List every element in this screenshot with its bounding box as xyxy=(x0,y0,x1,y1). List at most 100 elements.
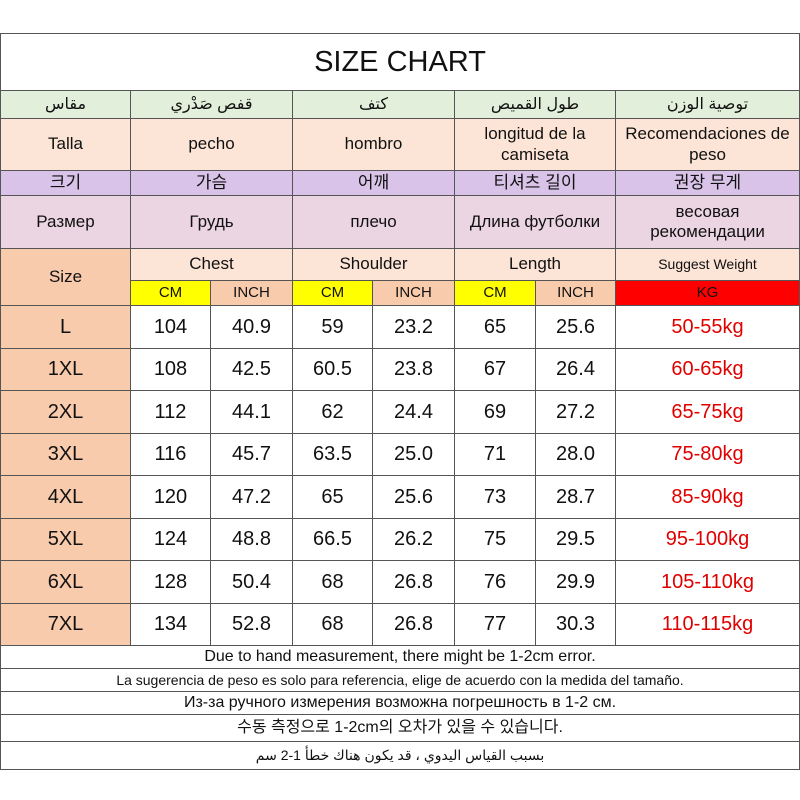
translation-cell: Talla xyxy=(0,118,131,171)
note: Из-за ручного измерения возможна погрешн… xyxy=(0,691,800,715)
translation-cell: pecho xyxy=(130,118,293,171)
measure-cell: 66.5 xyxy=(292,517,373,561)
note: بسبب القياس اليدوي ، قد يكون هناك خطأ 1-… xyxy=(0,741,800,770)
translation-cell: Длина футболки xyxy=(454,195,616,249)
measure-cell: 62 xyxy=(292,390,373,434)
size-cell: 2XL xyxy=(0,390,131,434)
weight-cell: 110-115kg xyxy=(614,602,800,646)
measure-cell: 59 xyxy=(292,305,373,349)
unit-header: CM xyxy=(454,280,536,306)
measure-cell: 28.0 xyxy=(535,432,616,476)
weight-cell: 75-80kg xyxy=(614,432,800,476)
measure-cell: 29.5 xyxy=(535,517,616,561)
translation-cell: 어깨 xyxy=(292,170,455,196)
measure-cell: 26.8 xyxy=(372,602,455,646)
weight-cell: 65-75kg xyxy=(614,390,800,434)
unit-header: CM xyxy=(292,280,373,306)
group-header: Shoulder xyxy=(292,248,455,281)
measure-cell: 23.2 xyxy=(372,305,455,349)
measure-cell: 25.6 xyxy=(372,475,455,519)
unit-header: INCH xyxy=(535,280,616,306)
measure-cell: 52.8 xyxy=(210,602,293,646)
measure-cell: 40.9 xyxy=(210,305,293,349)
measure-cell: 60.5 xyxy=(292,347,373,391)
translation-cell: hombro xyxy=(292,118,455,171)
measure-cell: 65 xyxy=(292,475,373,519)
size-cell: 6XL xyxy=(0,560,131,604)
table-row: 4XL 120 47.2 65 25.6 73 28.7 85-90kg xyxy=(0,475,800,519)
measure-cell: 124 xyxy=(130,517,211,561)
translation-cell: قفص صَدْري xyxy=(130,90,293,119)
size-cell: 5XL xyxy=(0,517,131,561)
measure-cell: 68 xyxy=(292,560,373,604)
size-cell: 1XL xyxy=(0,347,131,391)
measure-cell: 77 xyxy=(454,602,536,646)
note: La sugerencia de peso es solo para refer… xyxy=(0,668,800,692)
size-cell: L xyxy=(0,305,131,349)
translation-cell: Грудь xyxy=(130,195,293,249)
measure-cell: 68 xyxy=(292,602,373,646)
translation-cell: كتف xyxy=(292,90,455,119)
unit-header: INCH xyxy=(372,280,455,306)
unit-header: INCH xyxy=(210,280,293,306)
table-row: 6XL 128 50.4 68 26.8 76 29.9 105-110kg xyxy=(0,560,800,604)
size-table: SIZE CHART مقاس قفص صَدْري كتف طول القميص توص… xyxy=(0,33,800,770)
translation-cell: 티셔츠 길이 xyxy=(454,170,616,196)
size-chart: SIZE CHART مقاس قفص صَدْري كتف طول القميص توص… xyxy=(0,33,800,770)
measure-cell: 26.4 xyxy=(535,347,616,391)
measure-cell: 69 xyxy=(454,390,536,434)
note: Due to hand measurement, there might be … xyxy=(0,645,800,669)
weight-cell: 85-90kg xyxy=(614,475,800,519)
chart-title: SIZE CHART xyxy=(0,33,800,91)
weight-cell: 95-100kg xyxy=(614,517,800,561)
table-row: 3XL 116 45.7 63.5 25.0 71 28.0 75-80kg xyxy=(0,432,800,476)
group-header: Length xyxy=(454,248,616,281)
table-row: 수동 측정으로 1-2cm의 오차가 있을 수 있습니다. xyxy=(0,714,800,742)
table-row: 7XL 134 52.8 68 26.8 77 30.3 110-115kg xyxy=(0,602,800,646)
weight-cell: 60-65kg xyxy=(614,347,800,391)
unit-header: KG xyxy=(614,280,800,306)
note: 수동 측정으로 1-2cm의 오차가 있을 수 있습니다. xyxy=(0,714,800,742)
translation-cell: مقاس xyxy=(0,90,131,119)
table-row: Due to hand measurement, there might be … xyxy=(0,645,800,669)
translation-cell: весовая рекомендации xyxy=(614,195,800,249)
measure-cell: 25.0 xyxy=(372,432,455,476)
measure-cell: 75 xyxy=(454,517,536,561)
translation-cell: Recomendaciones de peso xyxy=(614,118,800,171)
measure-cell: 65 xyxy=(454,305,536,349)
table-row: Talla pecho hombro longitud de la camiseta R… xyxy=(0,118,800,171)
table-row: 5XL 124 48.8 66.5 26.2 75 29.5 95-100kg xyxy=(0,517,800,561)
table-row: L 104 40.9 59 23.2 65 25.6 50-55kg xyxy=(0,305,800,349)
translation-cell: 크기 xyxy=(0,170,131,196)
measure-cell: 73 xyxy=(454,475,536,519)
measure-cell: 26.2 xyxy=(372,517,455,561)
translation-cell: طول القميص xyxy=(454,90,616,119)
measure-cell: 63.5 xyxy=(292,432,373,476)
measure-cell: 30.3 xyxy=(535,602,616,646)
table-row: 1XL 108 42.5 60.5 23.8 67 26.4 60-65kg xyxy=(0,347,800,391)
measure-cell: 116 xyxy=(130,432,211,476)
size-header: Size xyxy=(0,248,131,306)
measure-cell: 108 xyxy=(130,347,211,391)
measure-cell: 120 xyxy=(130,475,211,519)
size-cell: 7XL xyxy=(0,602,131,646)
measure-cell: 134 xyxy=(130,602,211,646)
weight-cell: 50-55kg xyxy=(614,305,800,349)
measure-cell: 26.8 xyxy=(372,560,455,604)
table-row: Размер Грудь плечо Длина футболки весовая ре… xyxy=(0,195,800,249)
measure-cell: 50.4 xyxy=(210,560,293,604)
table-row: Size Chest Shoulder Length Suggest Weight xyxy=(0,248,800,306)
measure-cell: 45.7 xyxy=(210,432,293,476)
group-header: Suggest Weight xyxy=(614,248,800,281)
measure-cell: 44.1 xyxy=(210,390,293,434)
measure-cell: 27.2 xyxy=(535,390,616,434)
translation-cell: 권장 무게 xyxy=(614,170,800,196)
translation-cell: плечо xyxy=(292,195,455,249)
table-row: بسبب القياس اليدوي ، قد يكون هناك خطأ 1-… xyxy=(0,741,800,770)
table-row: 크기 가슴 어깨 티셔츠 길이 권장 무게 xyxy=(0,170,800,196)
measure-cell: 48.8 xyxy=(210,517,293,561)
weight-cell: 105-110kg xyxy=(614,560,800,604)
group-header: Chest xyxy=(130,248,293,281)
measure-cell: 24.4 xyxy=(372,390,455,434)
